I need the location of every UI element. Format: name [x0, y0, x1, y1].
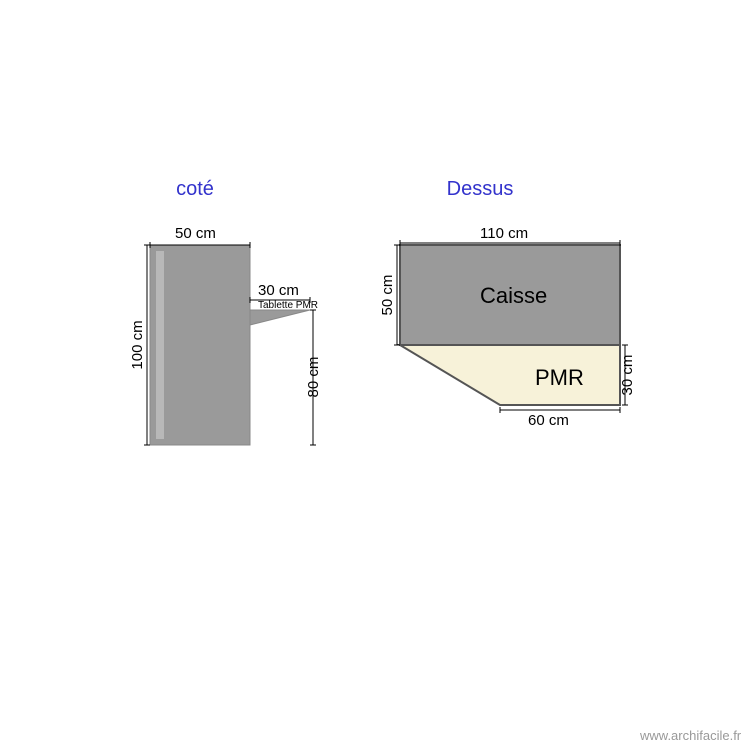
side-title: coté: [176, 178, 214, 200]
dim-label: 50 cm: [379, 275, 396, 316]
dim-label: 110 cm: [480, 225, 528, 242]
dim-label: 50 cm: [175, 225, 216, 242]
top-title: Dessus: [447, 178, 514, 200]
side-body: [150, 245, 250, 445]
dim-label: 80 cm: [305, 357, 322, 398]
caisse-label: Caisse: [480, 283, 547, 308]
pmr-label: PMR: [535, 365, 584, 390]
watermark: www.archifacile.fr: [639, 728, 742, 743]
dim-label: 60 cm: [528, 412, 569, 429]
side-body-highlight: [156, 251, 164, 439]
dim-label: 30 cm: [619, 355, 636, 396]
dim-label: 100 cm: [129, 320, 146, 369]
canvas-bg: [0, 0, 750, 750]
tablet-pmr-label: Tablette PMR: [258, 300, 318, 311]
dim-label: 30 cm: [258, 282, 299, 299]
